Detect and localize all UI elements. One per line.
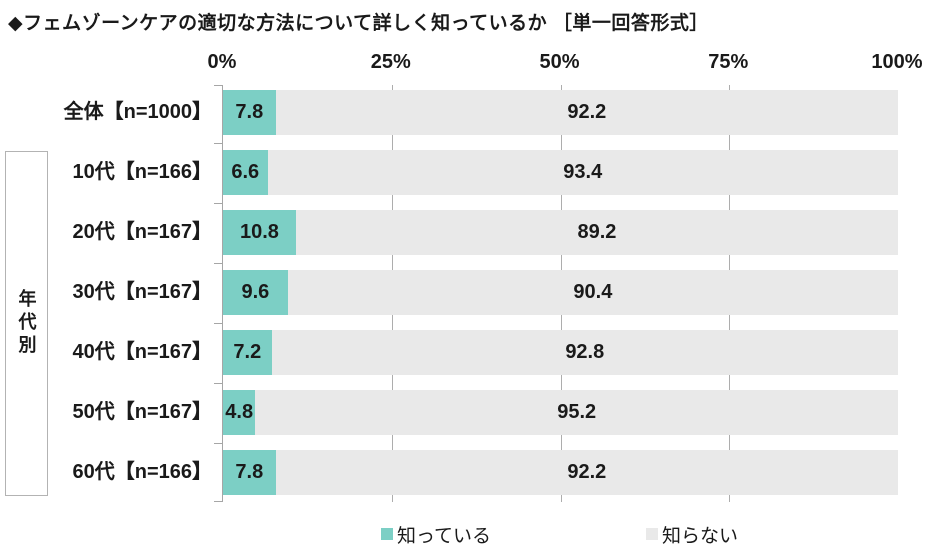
category-label: 60代【n=166】 <box>72 461 212 483</box>
bar-value-label: 7.8 <box>235 461 264 483</box>
legend-item: 知らない <box>646 522 739 547</box>
category-label: 30代【n=167】 <box>72 281 212 303</box>
bar-segment-unknown: 92.2 <box>275 90 898 135</box>
age-group-label: 年代別 <box>16 289 37 358</box>
axis-tick-label: 0% <box>207 51 237 73</box>
bar-row: 7.2 92.8 <box>223 330 898 375</box>
legend-label: 知っている <box>397 525 492 547</box>
axis-tick <box>214 142 222 144</box>
bar-segment-known: 4.8 <box>223 390 256 435</box>
category-label: 50代【n=167】 <box>72 401 212 423</box>
category-label: 40代【n=167】 <box>72 341 212 363</box>
category-label: 10代【n=166】 <box>72 161 212 183</box>
bar-value-label: 93.4 <box>563 161 603 183</box>
legend-item: 知っている <box>381 522 492 547</box>
axis-tick <box>214 202 222 204</box>
bar-segment-unknown: 90.4 <box>287 270 898 315</box>
bar-value-label: 9.6 <box>241 281 270 303</box>
axis-tick <box>214 262 222 264</box>
axis-tick <box>214 501 222 502</box>
category-label: 全体【n=1000】 <box>63 101 212 123</box>
axis-tick <box>214 382 222 384</box>
bar-value-label: 92.2 <box>567 101 607 123</box>
bar-segment-unknown: 92.8 <box>271 330 898 375</box>
bar-value-label: 10.8 <box>239 221 279 243</box>
bar-value-label: 7.8 <box>235 101 264 123</box>
axis-tick-label: 50% <box>539 51 580 73</box>
axis-tick <box>214 85 222 86</box>
bar-value-label: 89.2 <box>577 221 617 243</box>
plot-area: 7.8 92.2 6.6 93.4 10.8 89.2 9.6 90.4 7.2 92.8 4.8 9… <box>214 85 898 502</box>
bar-segment-unknown: 89.2 <box>295 210 898 255</box>
legend-swatch <box>381 528 393 540</box>
bar-segment-known: 7.8 <box>223 90 276 135</box>
chart-title: ◆フェムゾーンケアの適切な方法について詳しく知っているか ［単一回答形式］ <box>8 13 709 34</box>
axis-tick <box>214 322 222 324</box>
bar-segment-known: 7.2 <box>223 330 272 375</box>
bar-row: 6.6 93.4 <box>223 150 898 195</box>
bar-row: 10.8 89.2 <box>223 210 898 255</box>
bar-segment-unknown: 92.2 <box>275 450 898 495</box>
age-group-box: 年代別 <box>5 151 48 496</box>
bar-value-label: 90.4 <box>573 281 613 303</box>
bar-row: 7.8 92.2 <box>223 90 898 135</box>
bar-segment-known: 10.8 <box>223 210 296 255</box>
bar-segment-known: 6.6 <box>223 150 268 195</box>
bar-value-label: 4.8 <box>225 401 254 423</box>
axis-tick <box>214 442 222 444</box>
bar-value-label: 95.2 <box>557 401 597 423</box>
bar-row: 7.8 92.2 <box>223 450 898 495</box>
bar-segment-known: 7.8 <box>223 450 276 495</box>
legend-swatch <box>646 528 658 540</box>
bar-row: 9.6 90.4 <box>223 270 898 315</box>
bar-segment-known: 9.6 <box>223 270 288 315</box>
category-label: 20代【n=167】 <box>72 221 212 243</box>
axis-tick-label: 100% <box>871 51 923 73</box>
bar-segment-unknown: 95.2 <box>255 390 898 435</box>
axis-tick-label: 25% <box>370 51 411 73</box>
legend-label: 知らない <box>662 525 739 547</box>
bar-segment-unknown: 93.4 <box>267 150 898 195</box>
bar-value-label: 92.2 <box>567 461 607 483</box>
bar-value-label: 92.8 <box>565 341 605 363</box>
bar-value-label: 6.6 <box>231 161 260 183</box>
bar-row: 4.8 95.2 <box>223 390 898 435</box>
bar-value-label: 7.2 <box>233 341 262 363</box>
axis-tick-label: 75% <box>708 51 749 73</box>
